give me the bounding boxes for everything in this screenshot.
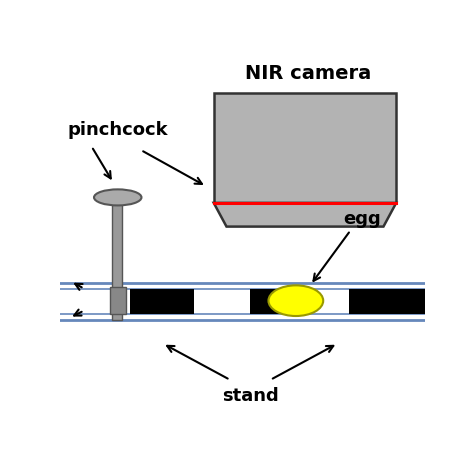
Polygon shape	[214, 203, 396, 227]
Bar	[61, 283, 425, 319]
Ellipse shape	[268, 285, 323, 316]
Text: NIR camera: NIR camera	[246, 64, 372, 83]
Bar	[112, 203, 121, 319]
Text: stand: stand	[222, 387, 279, 405]
Text: pinchcock: pinchcock	[68, 121, 168, 139]
Ellipse shape	[94, 190, 141, 205]
Bar	[214, 93, 396, 203]
Bar	[250, 289, 298, 314]
Bar	[109, 287, 126, 314]
Bar	[349, 289, 429, 314]
Bar	[130, 289, 194, 314]
Text: egg: egg	[343, 210, 381, 228]
